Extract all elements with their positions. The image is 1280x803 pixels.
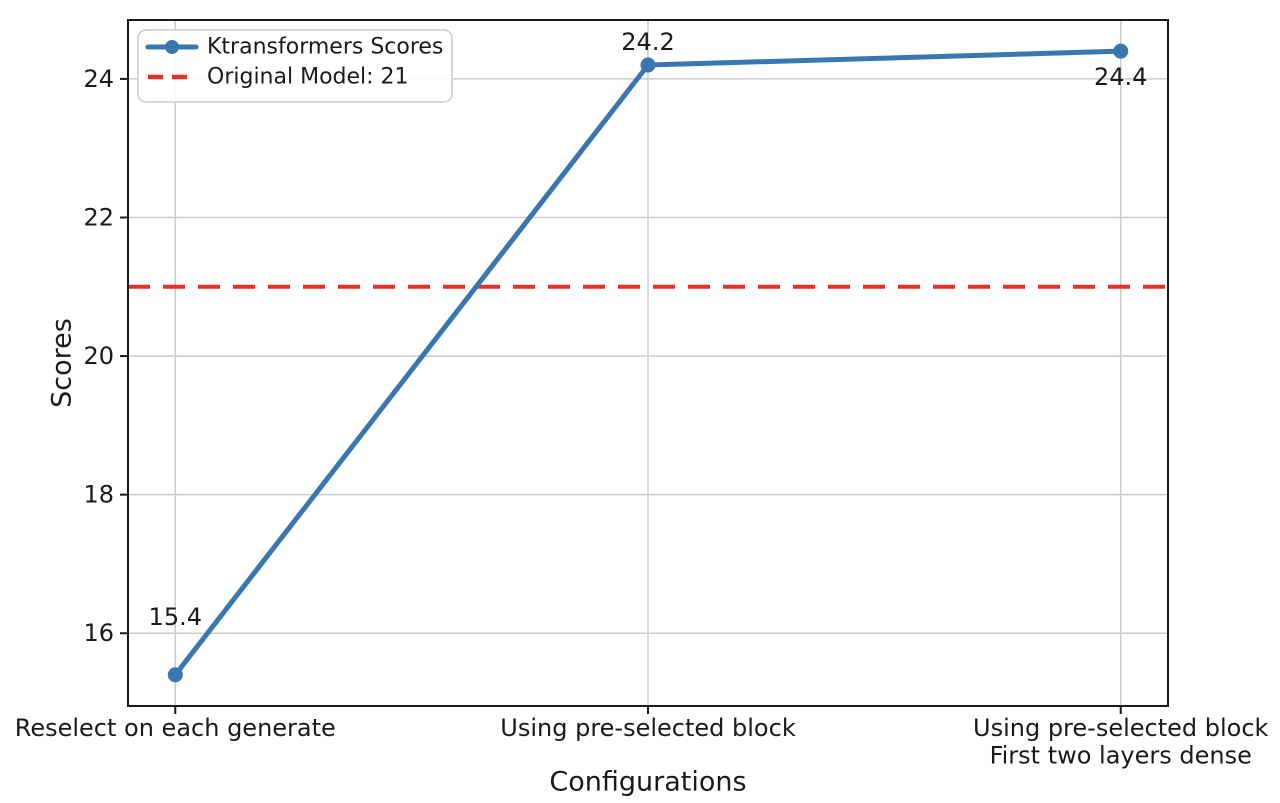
point-value-label: 24.4 [1094,63,1147,91]
legend-marker-sample [165,40,179,54]
x-axis-label: Configurations [549,767,746,798]
x-tick-label: Using pre-selected block [500,714,796,742]
y-tick-label: 22 [83,203,114,231]
legend-label: Ktransformers Scores [207,35,443,60]
y-tick-label: 20 [83,342,114,370]
data-point-marker [1113,43,1129,59]
x-tick-label: Using pre-selected block [973,714,1269,742]
x-tick-label: First two layers dense [990,742,1252,770]
point-value-label: 24.2 [621,28,674,56]
point-value-label: 15.4 [149,603,202,631]
y-tick-label: 24 [83,65,114,93]
data-point-marker [640,57,656,73]
y-axis-label: Scores [47,318,78,408]
y-tick-label: 16 [83,619,114,647]
data-point-marker [167,667,183,683]
legend-label: Original Model: 21 [207,65,409,90]
x-tick-label: Reselect on each generate [15,714,336,742]
legend: Ktransformers Scores Original Model: 21 [137,29,453,103]
legend-box [137,29,453,103]
y-tick-label: 18 [83,481,114,509]
